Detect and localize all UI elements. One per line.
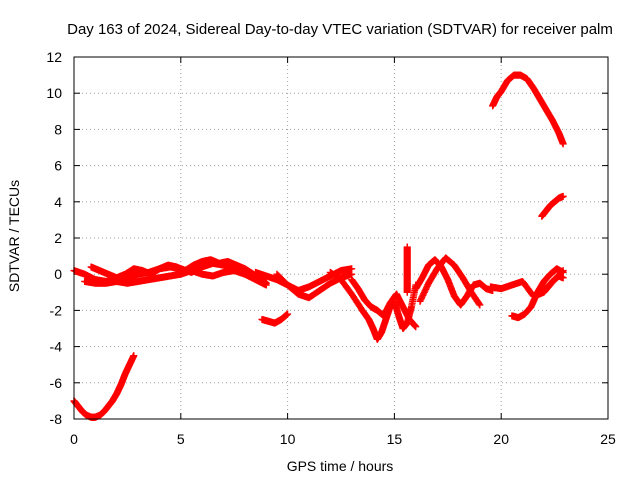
y-tick-label: 0 — [54, 266, 62, 282]
series-arc-0-8c — [87, 256, 270, 287]
series-arc-20-23b — [508, 265, 567, 322]
data-point — [559, 192, 567, 200]
series-arc-13-16 — [348, 276, 420, 331]
series-arc-early-low — [70, 352, 138, 421]
data-point — [284, 310, 292, 318]
y-tick-label: 10 — [46, 85, 62, 101]
x-tick-label: 0 — [70, 431, 78, 447]
data-point — [475, 300, 483, 308]
y-tick-label: 6 — [54, 158, 62, 174]
data-points — [70, 71, 567, 421]
chart-title: Day 163 of 2024, Sidereal Day-to-day VTE… — [67, 21, 613, 38]
series-arc-9-12 — [273, 270, 356, 302]
data-point — [412, 323, 420, 331]
grid — [74, 57, 608, 419]
y-tick-label: -8 — [50, 411, 63, 427]
y-tick-label: 12 — [46, 49, 62, 65]
y-tick-label: -6 — [50, 375, 63, 391]
y-tick-label: -4 — [50, 339, 63, 355]
series-arc-21-23c — [536, 272, 567, 298]
x-tick-label: 25 — [600, 431, 616, 447]
data-point — [130, 352, 138, 360]
x-tick-label: 10 — [280, 431, 296, 447]
data-point — [403, 288, 411, 296]
y-tick-label: 8 — [54, 121, 62, 137]
series-arc-mid-high — [538, 192, 567, 220]
y-tick-label: 4 — [54, 194, 62, 210]
series-arc-high — [489, 71, 567, 148]
y-axis-label: SDTVAR / TECUs — [6, 180, 22, 292]
series-arc-9-10 — [258, 310, 292, 327]
x-tick-label: 5 — [177, 431, 185, 447]
axis-ticks: 0 5 10 15 20 25 -8 -6 -4 -2 0 2 4 6 8 10 12 — [46, 49, 616, 447]
series-spike-15.6 — [403, 243, 411, 296]
series-arc-16-19b — [416, 254, 484, 309]
data-point — [559, 140, 567, 148]
x-axis-label: GPS time / hours — [287, 458, 394, 474]
y-tick-label: 2 — [54, 230, 62, 246]
y-tick-label: -2 — [50, 302, 63, 318]
data-point — [559, 274, 567, 282]
plot-frame — [73, 56, 609, 420]
data-point — [476, 301, 484, 309]
data-point — [262, 279, 270, 287]
x-tick-label: 15 — [387, 431, 403, 447]
x-tick-label: 20 — [493, 431, 509, 447]
